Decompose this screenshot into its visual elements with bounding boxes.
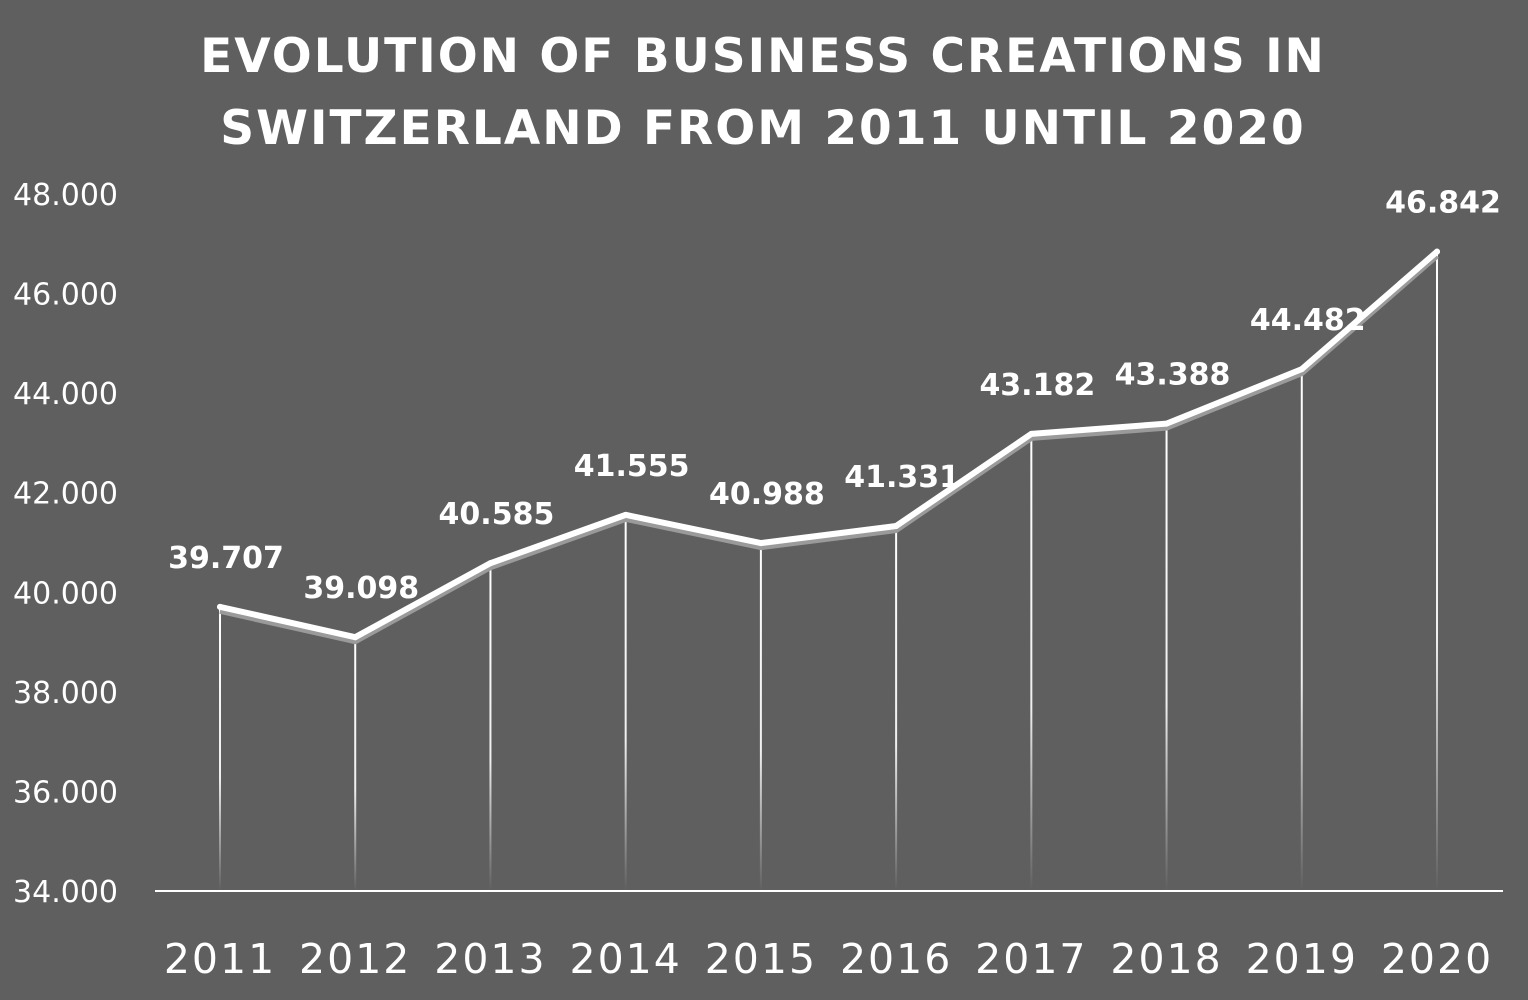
x-tick-label: 2014 [569,935,681,983]
data-point [1434,248,1440,255]
drop-line [1300,369,1303,892]
data-label: 41.331 [844,460,960,495]
x-tick-label: 2017 [975,935,1087,983]
y-tick-label: 34.000 [13,875,118,910]
y-tick-label: 44.000 [13,377,118,412]
y-tick-label: 46.000 [13,278,118,313]
drop-line [624,514,627,891]
y-tick-label: 42.000 [13,477,118,512]
data-point [217,603,223,610]
x-tick-label: 2019 [1246,935,1358,983]
drop-line [489,563,492,891]
data-point [1163,420,1170,427]
x-tick-label: 2012 [299,935,411,983]
data-label: 39.707 [168,541,284,576]
x-tick-label: 2020 [1381,935,1493,983]
data-point [352,634,359,641]
data-label: 43.182 [979,368,1095,403]
drop-line [759,543,762,891]
drop-line [895,526,898,891]
data-label: 44.482 [1250,303,1366,338]
x-tick-label: 2011 [164,935,276,983]
drop-line [1030,433,1033,891]
data-label: 40.585 [439,497,555,532]
x-tick-label: 2018 [1110,935,1222,983]
data-point [1298,366,1305,373]
data-label: 46.842 [1385,186,1501,221]
data-label: 40.988 [709,477,825,512]
data-label: 39.098 [303,571,419,606]
data-point [1028,430,1035,437]
chart-title-line-2: SWITZERLAND FROM 2011 UNTIL 2020 [220,101,1305,156]
x-tick-label: 2013 [434,935,546,983]
y-tick-label: 48.000 [13,178,118,213]
data-point [487,560,494,567]
y-tick-label: 38.000 [13,676,118,711]
data-label: 41.555 [574,449,690,484]
drop-line [354,637,357,891]
drop-line [1436,251,1438,891]
drop-line [219,606,221,891]
data-label: 43.388 [1115,358,1231,393]
drop-line [1165,423,1168,891]
y-tick-label: 36.000 [13,775,118,810]
chart-title-line-1: EVOLUTION OF BUSINESS CREATIONS IN [200,29,1326,84]
series-line-shadow [219,253,1439,645]
x-tick-label: 2016 [840,935,952,983]
series-line [217,248,1440,641]
y-tick-label: 40.000 [13,576,118,611]
data-point [622,511,629,518]
x-tick-label: 2015 [705,935,817,983]
data-point [757,540,764,547]
data-point [893,523,900,530]
